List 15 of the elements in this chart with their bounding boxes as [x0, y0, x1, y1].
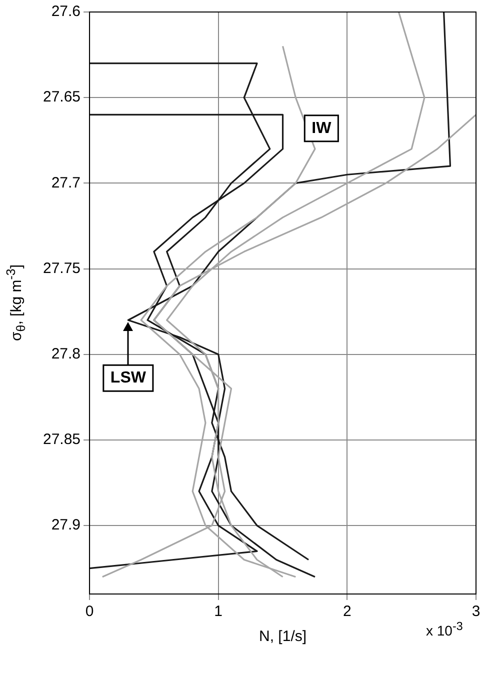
y-tick-label: 27.9	[51, 516, 81, 534]
x-axis-title: N, [1/s]	[259, 628, 307, 646]
x-tick-label: 0	[85, 603, 94, 620]
x-tick-label: 1	[214, 603, 223, 620]
y-tick-label: 27.8	[51, 345, 81, 362]
annotation: LSW	[110, 370, 147, 387]
y-tick-label: 27.75	[42, 260, 81, 277]
y-tick-label: 27.7	[51, 174, 81, 192]
y-tick-label: 27.85	[42, 431, 81, 448]
x-tick-label: 3	[472, 603, 480, 620]
x-tick-label: 2	[343, 603, 352, 620]
y-tick-label: 27.6	[51, 3, 81, 20]
annotation: IW	[312, 120, 332, 137]
y-tick-label: 27.65	[42, 88, 81, 106]
text: x 10$^{-3}$	[426, 620, 463, 639]
